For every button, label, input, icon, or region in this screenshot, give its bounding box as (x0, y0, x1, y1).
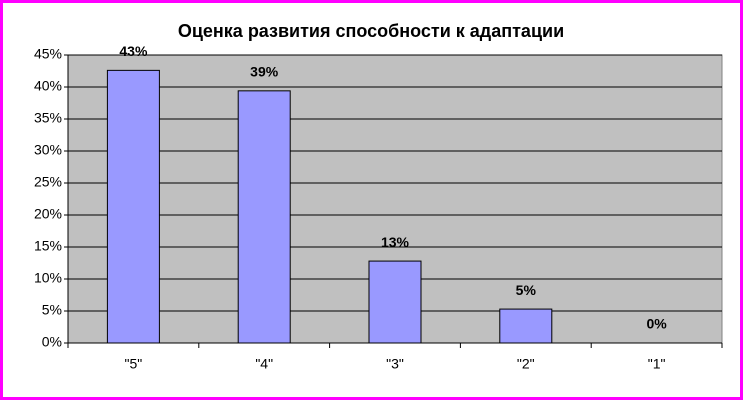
bar (368, 260, 422, 344)
y-tick-label: 20% (34, 206, 62, 222)
bar (237, 90, 291, 344)
y-tick-label: 5% (42, 302, 62, 318)
x-tick-label: "5" (125, 356, 143, 372)
value-label: 43% (119, 43, 148, 59)
y-tick-label: 35% (34, 110, 62, 126)
value-label: 5% (516, 282, 537, 298)
y-tick-label: 40% (34, 78, 62, 94)
value-label: 39% (250, 64, 279, 80)
y-tick-label: 25% (34, 174, 62, 190)
x-tick-label: "1" (648, 356, 666, 372)
y-tick-label: 0% (42, 334, 62, 350)
value-label: 13% (381, 234, 410, 250)
y-tick-label: 30% (34, 142, 62, 158)
bar (106, 69, 160, 344)
x-tick-label: "2" (517, 356, 535, 372)
y-tick-label: 10% (34, 270, 62, 286)
y-tick-label: 15% (34, 238, 62, 254)
x-tick-label: "3" (386, 356, 404, 372)
y-tick-label: 45% (34, 46, 62, 62)
x-tick-label: "4" (255, 356, 273, 372)
bar (499, 308, 553, 344)
chart-title: Оценка развития способности к адаптации (178, 21, 564, 41)
value-label: 0% (646, 316, 667, 332)
